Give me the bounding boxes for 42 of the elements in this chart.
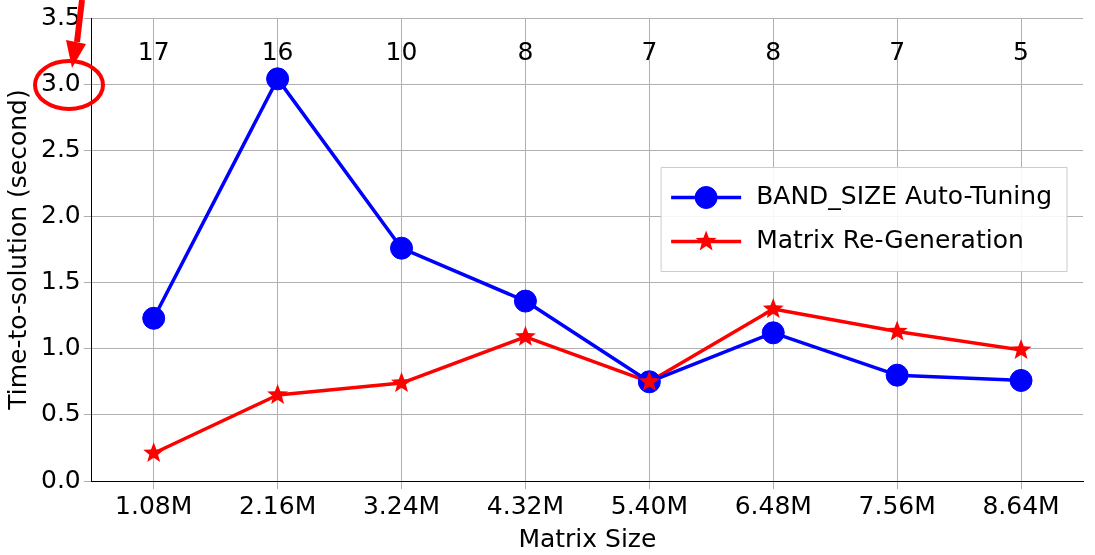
point — [266, 67, 290, 91]
y-tick-label: 2.0 — [40, 199, 81, 229]
point — [885, 363, 909, 387]
annotation: 17 — [137, 36, 170, 66]
point — [391, 372, 412, 393]
x-tick-label: 4.32M — [486, 490, 565, 520]
legend-label: Matrix Re-Generation — [756, 225, 1024, 254]
y-tick-label: 0.0 — [40, 464, 81, 494]
annotation: 8 — [517, 36, 534, 66]
point — [762, 298, 784, 318]
x-tick-label: 8.64M — [982, 490, 1060, 520]
x-tick-label: 5.40M — [610, 490, 688, 520]
x-tick-label: 1.08M — [115, 490, 193, 520]
x-tick-label: 7.56M — [858, 490, 936, 520]
point — [761, 321, 785, 345]
annotation: 7 — [641, 36, 658, 66]
annotation: 10 — [385, 36, 418, 66]
point — [886, 320, 908, 341]
annotation: 8 — [765, 36, 782, 66]
annotation: 7 — [889, 36, 906, 66]
x-tick-label: 3.24M — [362, 490, 441, 520]
point — [1009, 368, 1033, 392]
point — [142, 306, 166, 330]
y-tick-label: 2.5 — [40, 133, 81, 163]
x-tick-label: 2.16M — [239, 490, 317, 520]
point — [513, 289, 537, 313]
y-tick-label: 1.0 — [40, 332, 81, 362]
point — [267, 384, 289, 404]
y-tick-label: 0.5 — [40, 398, 81, 428]
annotation: 5 — [1013, 36, 1029, 66]
point — [1010, 339, 1032, 359]
y-tick-label: 3.5 — [40, 1, 81, 31]
y-tick-label: 3.0 — [40, 67, 81, 97]
annotation: 16 — [261, 36, 294, 66]
legend-label: BAND_SIZE Auto-Tuning — [756, 181, 1052, 210]
point — [514, 325, 536, 346]
x-tick-label: 6.48M — [734, 490, 812, 520]
y-axis-title: Time-to-solution (second) — [2, 89, 32, 411]
point — [390, 236, 414, 260]
y-tick-label: 1.5 — [40, 266, 81, 296]
point — [143, 442, 165, 463]
x-axis-title: Matrix Size — [518, 523, 657, 553]
